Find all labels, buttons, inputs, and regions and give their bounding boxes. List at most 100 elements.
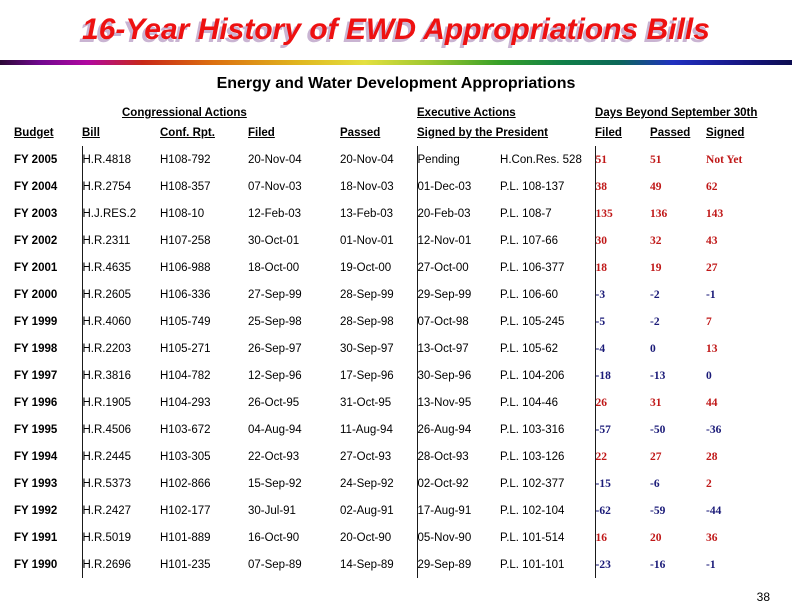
cell-fy: FY 1997 [14, 369, 58, 382]
cell-fy: FY 2003 [14, 207, 58, 220]
column-header-conf-rpt: Conf. Rpt. [160, 126, 215, 139]
cell-d_signed: 143 [706, 207, 724, 220]
table-row: FY 1996 H.R.1905 H104-293 26-Oct-95 31-Oct-9… [14, 389, 779, 416]
cell-pl: P.L. 106-377 [500, 261, 565, 274]
cell-filed: 20-Nov-04 [248, 153, 302, 166]
cell-rpt: H108-10 [160, 207, 205, 220]
cell-pl: P.L. 103-126 [500, 450, 565, 463]
cell-rpt: H102-866 [160, 477, 211, 490]
cell-bill: H.R.5019 [81, 524, 160, 551]
cell-bill: H.R.2203 [81, 335, 160, 362]
cell-d_passed: 19 [650, 261, 662, 274]
table-row: FY 1995 H.R.4506 H103-672 04-Aug-94 11-Aug-9… [14, 416, 779, 443]
cell-bill: H.R.2427 [81, 497, 160, 524]
cell-d_passed: 20 [650, 531, 662, 544]
appropriations-table: Congressional Actions Executive Actions … [14, 97, 779, 578]
cell-d_filed: -4 [594, 335, 651, 362]
cell-filed: 07-Sep-89 [248, 558, 302, 571]
cell-pl: P.L. 101-514 [500, 531, 565, 544]
cell-d_filed: -15 [594, 470, 651, 497]
cell-signed_date: 29-Sep-99 [416, 281, 501, 308]
cell-passed: 13-Feb-03 [340, 207, 394, 220]
cell-fy: FY 1999 [14, 315, 58, 328]
cell-signed_date: 13-Oct-97 [416, 335, 501, 362]
cell-d_filed: 22 [594, 443, 651, 470]
cell-signed_date: 26-Aug-94 [416, 416, 501, 443]
cell-fy: FY 1992 [14, 504, 58, 517]
cell-d_signed: 13 [706, 342, 718, 355]
cell-d_passed: -16 [650, 558, 666, 571]
cell-pl: P.L. 105-62 [500, 342, 558, 355]
cell-d_passed: 31 [650, 396, 662, 409]
cell-filed: 27-Sep-99 [248, 288, 302, 301]
cell-d_signed: 44 [706, 396, 718, 409]
column-header-budget: Budget [14, 126, 54, 139]
cell-d_signed: 43 [706, 234, 718, 247]
table-row: FY 2003 H.J.RES.2 H108-10 12-Feb-03 13-Feb-0… [14, 200, 779, 227]
table-row: FY 1997 H.R.3816 H104-782 12-Sep-96 17-Sep-9… [14, 362, 779, 389]
group-header-congressional: Congressional Actions [122, 107, 247, 119]
rainbow-divider [0, 60, 792, 65]
cell-pl: P.L. 108-7 [500, 207, 552, 220]
cell-pl: H.Con.Res. 528 [500, 153, 582, 166]
cell-d_filed: 38 [594, 173, 651, 200]
cell-d_signed: 27 [706, 261, 718, 274]
cell-d_signed: 28 [706, 450, 718, 463]
cell-passed: 02-Aug-91 [340, 504, 394, 517]
cell-bill: H.R.2445 [81, 443, 160, 470]
cell-d_passed: 49 [650, 180, 662, 193]
cell-rpt: H103-672 [160, 423, 211, 436]
cell-signed_date: 02-Oct-92 [416, 470, 501, 497]
cell-pl: P.L. 101-101 [500, 558, 565, 571]
cell-rpt: H105-271 [160, 342, 211, 355]
table-body: FY 2005 H.R.4818 H108-792 20-Nov-04 20-Nov-0… [14, 146, 779, 578]
group-header-days: Days Beyond September 30th [595, 107, 758, 119]
cell-d_filed: -23 [594, 551, 651, 578]
cell-d_passed: -2 [650, 315, 660, 328]
cell-filed: 12-Sep-96 [248, 369, 302, 382]
cell-fy: FY 1995 [14, 423, 58, 436]
cell-signed_date: 01-Dec-03 [416, 173, 501, 200]
cell-d_filed: -62 [594, 497, 651, 524]
cell-bill: H.R.2754 [81, 173, 160, 200]
cell-rpt: H101-889 [160, 531, 211, 544]
cell-passed: 31-Oct-95 [340, 396, 392, 409]
cell-rpt: H106-988 [160, 261, 211, 274]
cell-filed: 30-Oct-01 [248, 234, 300, 247]
cell-d_filed: 30 [594, 227, 651, 254]
cell-d_filed: 16 [594, 524, 651, 551]
cell-pl: P.L. 108-137 [500, 180, 565, 193]
column-header-days-filed: Filed [595, 126, 622, 139]
cell-d_passed: 27 [650, 450, 662, 463]
cell-passed: 18-Nov-03 [340, 180, 394, 193]
cell-rpt: H103-305 [160, 450, 211, 463]
cell-fy: FY 2000 [14, 288, 58, 301]
cell-d_filed: -57 [594, 416, 651, 443]
cell-bill: H.R.3816 [81, 362, 160, 389]
cell-pl: P.L. 104-46 [500, 396, 558, 409]
cell-filed: 25-Sep-98 [248, 315, 302, 328]
cell-signed_date: 29-Sep-89 [416, 551, 501, 578]
cell-passed: 28-Sep-99 [340, 288, 394, 301]
cell-passed: 28-Sep-98 [340, 315, 394, 328]
cell-signed_date: 07-Oct-98 [416, 308, 501, 335]
cell-rpt: H108-792 [160, 153, 211, 166]
cell-d_passed: 136 [650, 207, 668, 220]
cell-d_passed: 32 [650, 234, 662, 247]
cell-filed: 16-Oct-90 [248, 531, 300, 544]
table-row: FY 1992 H.R.2427 H102-177 30-Jul-91 02-Aug-9… [14, 497, 779, 524]
group-header-spacer [14, 97, 82, 119]
table-row: FY 1999 H.R.4060 H105-749 25-Sep-98 28-Sep-9… [14, 308, 779, 335]
cell-pl: P.L. 102-104 [500, 504, 565, 517]
cell-bill: H.R.1905 [81, 389, 160, 416]
cell-d_passed: -13 [650, 369, 666, 382]
cell-bill: H.R.4060 [81, 308, 160, 335]
cell-fy: FY 1993 [14, 477, 58, 490]
cell-fy: FY 1994 [14, 450, 58, 463]
cell-fy: FY 2004 [14, 180, 58, 193]
cell-d_signed: Not Yet [706, 153, 743, 166]
page-title: 16-Year History of EWD Appropriations Bi… [82, 13, 710, 46]
cell-signed_date: 17-Aug-91 [416, 497, 501, 524]
cell-d_signed: 7 [706, 315, 712, 328]
cell-fy: FY 2001 [14, 261, 58, 274]
